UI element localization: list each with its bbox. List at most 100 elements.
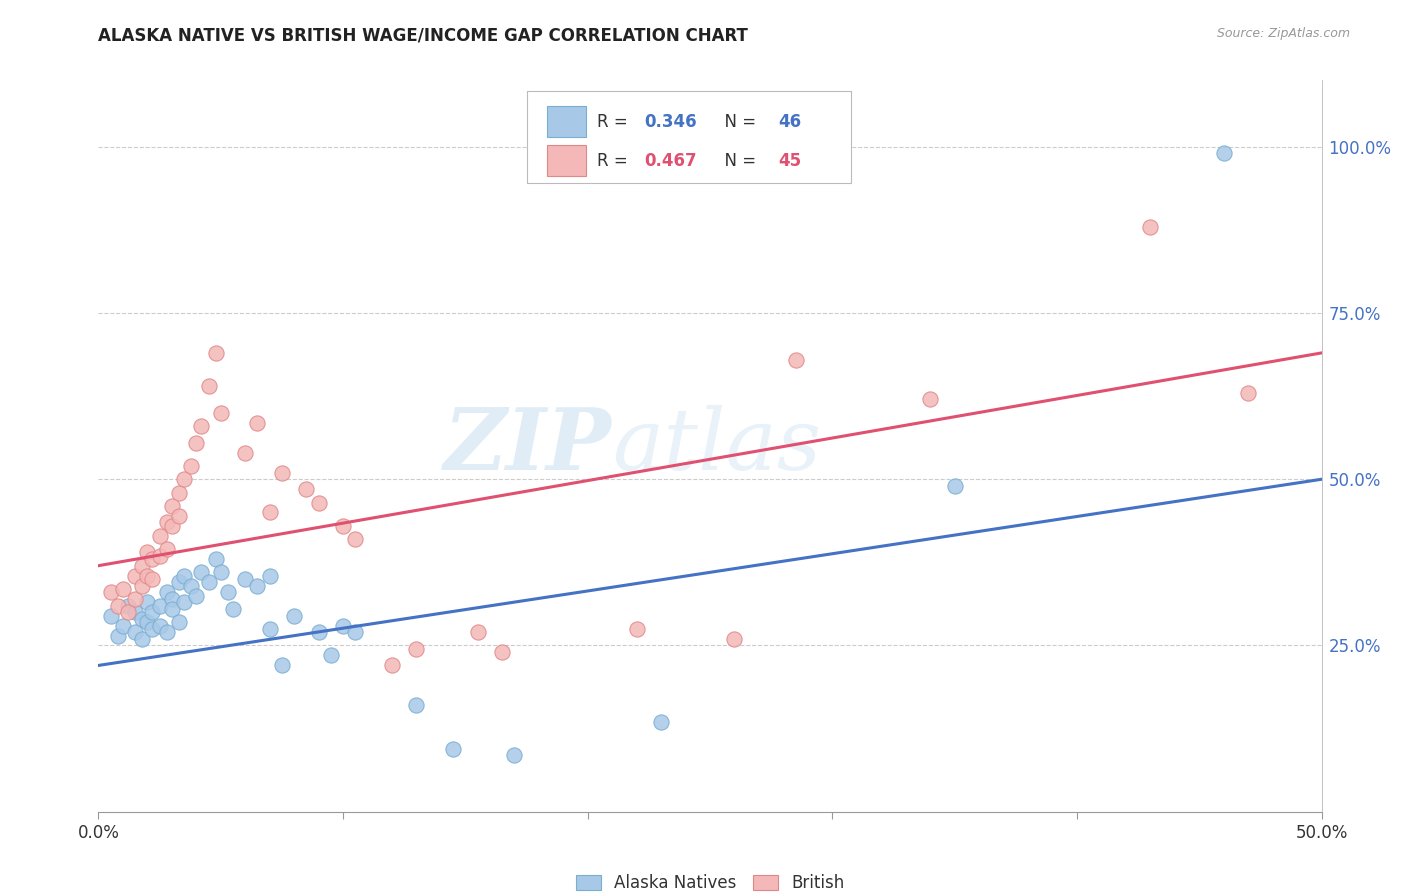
Point — [131, 612, 153, 626]
Point — [283, 608, 305, 623]
Point — [344, 532, 367, 546]
Point — [259, 506, 281, 520]
Point — [167, 575, 190, 590]
Point — [149, 529, 172, 543]
Point — [467, 625, 489, 640]
Legend: Alaska Natives, British: Alaska Natives, British — [569, 868, 851, 892]
Point — [319, 648, 342, 663]
Point — [167, 508, 190, 523]
Point — [344, 625, 367, 640]
Point — [920, 392, 942, 407]
Point — [149, 549, 172, 563]
Point — [156, 542, 179, 557]
Text: ZIP: ZIP — [444, 404, 612, 488]
FancyBboxPatch shape — [526, 91, 851, 183]
Point — [308, 625, 330, 640]
Point — [160, 602, 183, 616]
Point — [332, 518, 354, 533]
Point — [405, 641, 427, 656]
Point — [149, 599, 172, 613]
Point — [173, 568, 195, 582]
Point — [308, 495, 330, 509]
Point — [626, 622, 648, 636]
Point — [124, 591, 146, 606]
Point — [117, 605, 139, 619]
Point — [156, 516, 179, 530]
Point — [246, 579, 269, 593]
Text: 0.467: 0.467 — [644, 152, 696, 169]
Point — [186, 589, 208, 603]
Point — [785, 352, 807, 367]
Point — [943, 479, 966, 493]
Text: 46: 46 — [779, 112, 801, 131]
Point — [136, 615, 159, 630]
Point — [233, 572, 256, 586]
Point — [233, 445, 256, 459]
Point — [295, 482, 318, 496]
Point — [441, 741, 464, 756]
Point — [209, 406, 232, 420]
Point — [180, 458, 202, 473]
Point — [131, 558, 153, 573]
Point — [117, 599, 139, 613]
Point — [156, 585, 179, 599]
Point — [650, 714, 672, 729]
Point — [149, 618, 172, 632]
Point — [1237, 385, 1260, 400]
Point — [141, 552, 163, 566]
Text: R =: R = — [598, 112, 634, 131]
Text: N =: N = — [714, 112, 761, 131]
Point — [141, 622, 163, 636]
Point — [259, 568, 281, 582]
Point — [107, 599, 129, 613]
Point — [131, 632, 153, 646]
Point — [173, 472, 195, 486]
Point — [107, 628, 129, 642]
Text: 45: 45 — [779, 152, 801, 169]
Point — [180, 579, 202, 593]
Point — [100, 585, 122, 599]
Point — [190, 566, 212, 580]
Point — [136, 545, 159, 559]
Point — [270, 466, 294, 480]
Point — [186, 435, 208, 450]
Point — [1212, 146, 1234, 161]
Point — [136, 595, 159, 609]
Point — [156, 625, 179, 640]
Point — [332, 618, 354, 632]
Point — [197, 379, 219, 393]
Point — [405, 698, 427, 713]
Point — [205, 346, 228, 360]
Point — [111, 582, 134, 596]
Point — [100, 608, 122, 623]
Point — [246, 416, 269, 430]
Point — [160, 591, 183, 606]
Point — [381, 658, 404, 673]
Point — [1139, 219, 1161, 234]
Point — [173, 595, 195, 609]
Text: R =: R = — [598, 152, 634, 169]
Point — [111, 618, 134, 632]
Point — [222, 602, 245, 616]
Point — [209, 566, 232, 580]
Point — [131, 579, 153, 593]
Point — [124, 625, 146, 640]
Point — [205, 552, 228, 566]
Point — [259, 622, 281, 636]
Point — [167, 485, 190, 500]
Point — [503, 748, 526, 763]
Text: atlas: atlas — [612, 405, 821, 487]
Text: N =: N = — [714, 152, 761, 169]
Point — [217, 585, 239, 599]
FancyBboxPatch shape — [547, 145, 586, 176]
Point — [197, 575, 219, 590]
Text: 0.346: 0.346 — [644, 112, 696, 131]
Point — [124, 568, 146, 582]
Point — [270, 658, 294, 673]
Text: Source: ZipAtlas.com: Source: ZipAtlas.com — [1216, 27, 1350, 40]
Text: ALASKA NATIVE VS BRITISH WAGE/INCOME GAP CORRELATION CHART: ALASKA NATIVE VS BRITISH WAGE/INCOME GAP… — [98, 27, 748, 45]
Point — [160, 499, 183, 513]
Point — [491, 645, 513, 659]
Point — [167, 615, 190, 630]
Point — [136, 568, 159, 582]
